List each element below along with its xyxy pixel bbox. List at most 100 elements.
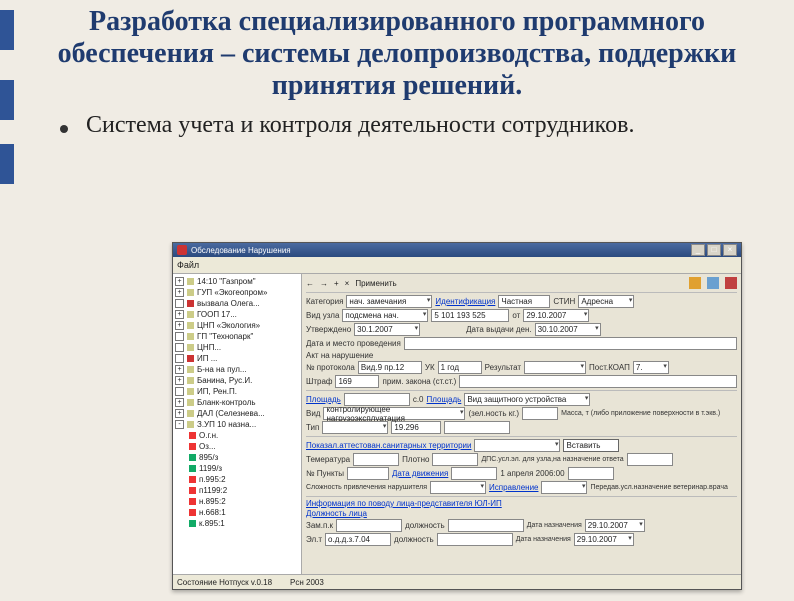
tree-child[interactable]: н.668:1 bbox=[189, 507, 299, 518]
tree-item[interactable]: +ГООП 17... bbox=[175, 309, 299, 320]
april-input[interactable] bbox=[568, 467, 614, 480]
dps-input[interactable] bbox=[627, 453, 673, 466]
link-movedate[interactable]: Дата движения bbox=[392, 469, 448, 478]
tree-item[interactable]: вызвала Олега... bbox=[175, 298, 299, 309]
copy-icon[interactable] bbox=[707, 277, 719, 289]
nav-prev-button[interactable]: ← bbox=[306, 279, 314, 288]
vid-select[interactable]: контролирующее нагрузоэксплуатация bbox=[323, 407, 465, 420]
tree-item[interactable]: +14:10 "Газпром" bbox=[175, 276, 299, 287]
menu-bar: Файл bbox=[173, 257, 741, 274]
tree-item[interactable]: + ДАЛ (Селезнева... bbox=[175, 408, 299, 419]
tree-item[interactable]: ИП ... bbox=[175, 353, 299, 364]
date-from-input[interactable]: 29.10.2007 bbox=[523, 309, 589, 322]
result-select[interactable] bbox=[524, 361, 586, 374]
approved-date[interactable]: 30.1.2007 bbox=[354, 323, 420, 336]
tree-child[interactable]: п.995:2 bbox=[189, 474, 299, 485]
tree-child[interactable]: 1199/з bbox=[189, 463, 299, 474]
tree-item[interactable]: +Банина, Рус.И. bbox=[175, 375, 299, 386]
protocol-input[interactable]: Вид.9 пр.12 bbox=[358, 361, 422, 374]
tree-child[interactable]: н.895:2 bbox=[189, 496, 299, 507]
move-input[interactable] bbox=[451, 467, 497, 480]
expand-icon[interactable] bbox=[175, 354, 184, 363]
tree-item[interactable]: +ГУП «Экогеопром» bbox=[175, 287, 299, 298]
apply-button[interactable]: Применить bbox=[355, 279, 396, 288]
tree-child[interactable]: О.г.н. bbox=[189, 430, 299, 441]
attest-select[interactable] bbox=[474, 439, 560, 452]
close-icon[interactable] bbox=[725, 277, 737, 289]
fix-select[interactable] bbox=[541, 481, 587, 494]
complexity-select[interactable] bbox=[430, 481, 486, 494]
tree-item[interactable]: + Бланк-контроль bbox=[175, 397, 299, 408]
close-button[interactable]: × bbox=[723, 244, 737, 256]
label-ident[interactable]: Идентификация bbox=[435, 297, 495, 306]
label-area2[interactable]: Площадь bbox=[427, 395, 462, 404]
type-select[interactable] bbox=[322, 421, 388, 434]
expand-icon[interactable]: + bbox=[175, 310, 184, 319]
place-input[interactable] bbox=[404, 337, 737, 350]
ident-input[interactable]: Частная bbox=[498, 295, 550, 308]
expand-icon[interactable] bbox=[175, 343, 184, 352]
zel-input[interactable] bbox=[522, 407, 558, 420]
stin-select[interactable]: Адресна bbox=[578, 295, 634, 308]
item-icon bbox=[189, 443, 196, 450]
fine-input[interactable]: 169 bbox=[335, 375, 379, 388]
category-select[interactable]: нач. замечания bbox=[346, 295, 432, 308]
expand-icon[interactable]: + bbox=[175, 288, 184, 297]
zampk-input[interactable] bbox=[336, 519, 402, 532]
insert-button[interactable]: Вставить bbox=[563, 439, 619, 452]
label-attest[interactable]: Показал.аттестован.санитарных территории bbox=[306, 441, 471, 450]
menu-file[interactable]: Файл bbox=[177, 260, 199, 270]
expand-icon[interactable]: + bbox=[175, 409, 184, 418]
number-input[interactable]: 5 101 193 525 bbox=[431, 309, 509, 322]
maximize-button[interactable]: □ bbox=[707, 244, 721, 256]
tree-item[interactable]: ЦНП... bbox=[175, 342, 299, 353]
add-button[interactable]: + bbox=[334, 279, 339, 288]
expand-icon[interactable]: + bbox=[175, 398, 184, 407]
expand-icon[interactable] bbox=[175, 332, 184, 341]
tree-child[interactable]: к.895:1 bbox=[189, 518, 299, 529]
kind-select[interactable]: подсмена нач. bbox=[342, 309, 428, 322]
tree-panel[interactable]: +14:10 "Газпром"+ГУП «Экогеопром» вызвал… bbox=[173, 274, 302, 576]
label-position[interactable]: Должность лица bbox=[306, 509, 367, 518]
tree-child[interactable]: 895/з bbox=[189, 452, 299, 463]
tree-item[interactable]: ГП "Технопарк" bbox=[175, 331, 299, 342]
minimize-button[interactable]: _ bbox=[691, 244, 705, 256]
tree-item-label: Оз... bbox=[199, 441, 216, 452]
save-icon[interactable] bbox=[689, 277, 701, 289]
tree-item-label: Бланк-контроль bbox=[197, 397, 256, 408]
expand-icon[interactable]: + bbox=[175, 376, 184, 385]
expand-icon[interactable] bbox=[175, 299, 184, 308]
label-info[interactable]: Информация по поводу лица-представителя … bbox=[306, 499, 502, 508]
tree-item[interactable]: +ЦНП «Экология» bbox=[175, 320, 299, 331]
tree-child[interactable]: п1199:2 bbox=[189, 485, 299, 496]
position2-input[interactable] bbox=[448, 519, 524, 532]
link-fix[interactable]: Исправление bbox=[489, 483, 539, 492]
area2-select[interactable]: Вид защитного устройства bbox=[464, 393, 590, 406]
law-input[interactable] bbox=[459, 375, 737, 388]
expand-icon[interactable]: - bbox=[175, 420, 184, 429]
assign2-date[interactable]: 29.10.2007 bbox=[574, 533, 634, 546]
type-extra[interactable] bbox=[444, 421, 510, 434]
expand-icon[interactable]: + bbox=[175, 365, 184, 374]
tree-item[interactable]: +Б-на на пул... bbox=[175, 364, 299, 375]
koap-input[interactable]: 7. bbox=[633, 361, 669, 374]
tree-item[interactable]: ИП, Рен.П. bbox=[175, 386, 299, 397]
nav-next-button[interactable]: → bbox=[320, 279, 328, 288]
temp-input[interactable] bbox=[353, 453, 399, 466]
issue-date[interactable]: 30.10.2007 bbox=[535, 323, 601, 336]
label-area1[interactable]: Площадь bbox=[306, 395, 341, 404]
tree-child[interactable]: Оз... bbox=[189, 441, 299, 452]
elt-input[interactable]: о.д.д.з.7.04 bbox=[325, 533, 391, 546]
position3-input[interactable] bbox=[437, 533, 513, 546]
type-num[interactable]: 19.296 bbox=[391, 421, 441, 434]
tree-item-label: ДАЛ (Селезнева... bbox=[197, 408, 265, 419]
expand-icon[interactable]: + bbox=[175, 277, 184, 286]
points-input[interactable] bbox=[347, 467, 389, 480]
expand-icon[interactable] bbox=[175, 387, 184, 396]
assign1-date[interactable]: 29.10.2007 bbox=[585, 519, 645, 532]
dense-input[interactable] bbox=[432, 453, 478, 466]
delete-button[interactable]: × bbox=[345, 279, 350, 288]
uk-input[interactable]: 1 год bbox=[438, 361, 482, 374]
tree-item[interactable]: -З.УП 10 назна... bbox=[175, 419, 299, 430]
expand-icon[interactable]: + bbox=[175, 321, 184, 330]
